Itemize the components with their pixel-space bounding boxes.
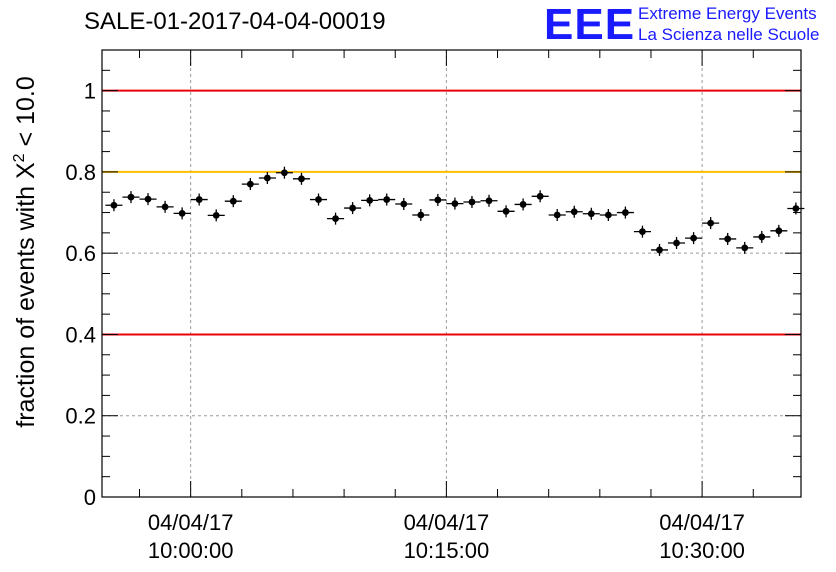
y-tick-label: 0 [84,485,96,510]
data-point [673,239,680,247]
data-point [349,204,357,212]
x-tick-label-date: 04/04/17 [659,510,745,535]
plot-frame [101,49,802,498]
data-point [127,193,135,201]
data-point [656,246,663,254]
logo-line-2: La Scienza nelle Scuole [638,25,820,44]
data-point [366,196,374,204]
x-tick-label-time: 10:30:00 [659,538,745,563]
eee-logo: EEE Extreme Energy Events La Scienza nel… [544,0,834,49]
data-point [298,175,305,183]
data-point [758,233,766,241]
reference-lines [102,89,801,336]
data-point [212,211,220,219]
data-point [570,208,578,216]
data-point [434,196,442,204]
chart-title: SALE-01-2017-04-04-00019 [84,8,386,35]
data-point [417,211,425,219]
data-point [400,200,408,208]
data-point [690,234,697,242]
y-tick-label: 1 [84,79,96,104]
data-point [161,203,169,211]
data-point [468,198,476,206]
data-point [178,209,186,217]
data-point [144,195,152,203]
data-point [195,196,203,203]
data-point [110,201,118,209]
data-point [707,219,715,227]
data-point [724,235,732,243]
data-series [105,166,805,256]
y-tick-label: 0.6 [65,241,96,266]
y-tick-label: 0.2 [65,404,96,429]
y-tick-label: 0.8 [65,160,96,185]
axis-ticks [102,49,801,498]
data-point [792,205,800,212]
grid-lines [102,50,801,497]
eee-logo-mark: EEE [544,0,636,49]
y-axis-label-tail: < 10.0 [12,76,40,153]
x-tick-label-time: 10:15:00 [404,538,490,563]
data-point [263,174,271,182]
x-tick-labels: 04/04/17 10:00:00 04/04/17 10:15:00 04/04/17… [148,510,745,563]
data-point [587,210,595,218]
data-point [775,227,783,235]
data-point [639,228,646,236]
data-point [621,209,629,216]
y-tick-labels: 0 0.2 0.4 0.6 0.8 1 [65,79,96,510]
data-point [332,215,339,223]
y-tick-label: 0.4 [65,322,96,347]
y-axis-label: fraction of events with X2 < 10.0 [11,76,40,427]
y-axis-label-main: fraction of events with X [12,162,40,428]
data-point [246,180,254,188]
data-point [451,200,459,208]
x-tick-label-time: 10:00:00 [148,538,234,563]
data-point [485,197,493,205]
data-point [536,192,544,200]
data-point [315,196,322,203]
data-point [741,244,749,252]
x-tick-label-date: 04/04/17 [404,510,490,535]
data-point [229,197,237,205]
data-point [502,207,510,215]
data-point [281,169,288,177]
logo-line-1: Extreme Energy Events [638,4,817,23]
data-point [553,211,561,219]
x-tick-label-date: 04/04/17 [148,510,234,535]
data-point [519,201,527,208]
y-axis-label-superscript: 2 [11,153,28,162]
data-point [604,211,612,219]
data-point [383,196,391,203]
